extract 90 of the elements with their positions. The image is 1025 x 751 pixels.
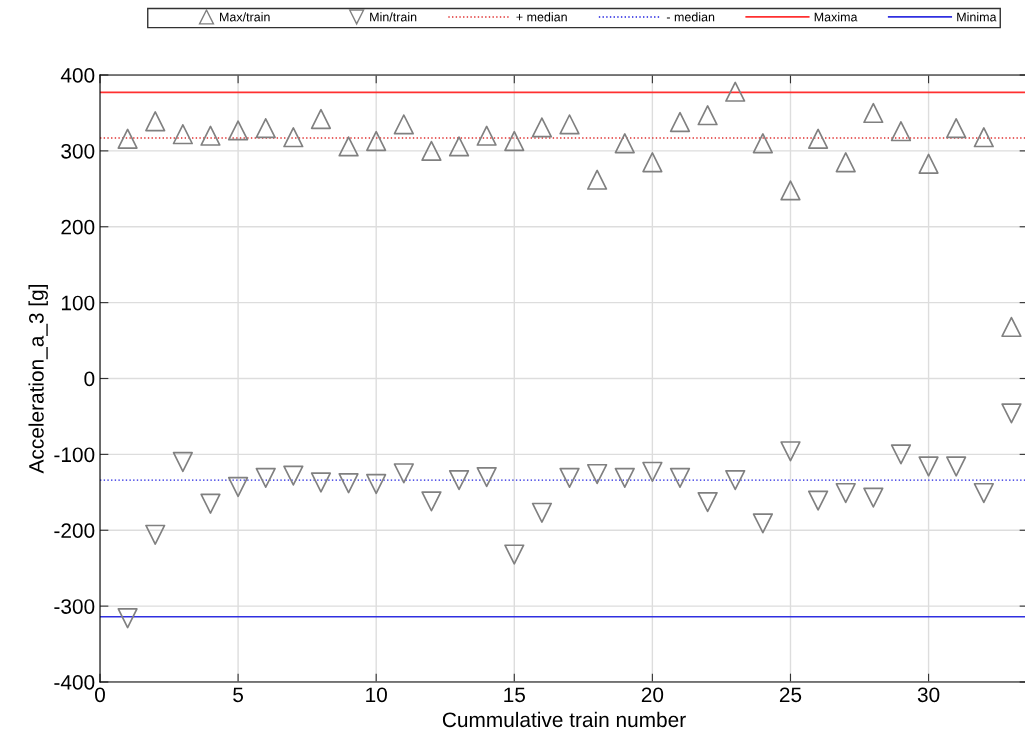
point (697, 492, 718, 513)
point (863, 102, 884, 124)
point (835, 482, 856, 504)
point (504, 544, 525, 565)
y-tick-label: -100 (54, 447, 95, 463)
y-tick-label: 200 (61, 219, 95, 235)
point (421, 491, 442, 512)
point (890, 120, 912, 142)
x-axis-title: Cummulative train number (442, 711, 686, 728)
point (421, 140, 442, 162)
legend-label: Max/train (220, 12, 270, 22)
point (310, 108, 332, 130)
point (697, 105, 718, 126)
point (890, 444, 912, 465)
y-tick-label: 400 (60, 68, 95, 83)
point (283, 127, 304, 148)
point (614, 133, 635, 154)
point (227, 476, 249, 498)
x-tick-label: 10 (366, 687, 387, 703)
point (1001, 403, 1022, 424)
point (642, 461, 663, 482)
point (946, 117, 967, 139)
y-tick-label: -300 (54, 599, 95, 614)
y-tick-label: -400 (54, 675, 95, 690)
point (918, 153, 939, 174)
point (476, 466, 497, 488)
x-tick-label: 15 (504, 687, 525, 703)
legend-label: Maxima (814, 12, 858, 22)
point (145, 111, 166, 132)
point (255, 467, 276, 489)
legend-label: - median (666, 12, 715, 22)
point (310, 472, 332, 493)
point (531, 502, 553, 523)
point (448, 470, 470, 491)
y-tick-label: 0 (84, 371, 95, 387)
point (393, 463, 414, 484)
point (642, 152, 663, 173)
point (586, 169, 608, 190)
y-axis-title: Acceleration_a_3 [g] (28, 285, 48, 474)
point (476, 125, 497, 146)
y-tick-label: 100 (61, 295, 95, 311)
x-tick-label: 25 (779, 687, 802, 703)
point (283, 465, 304, 486)
legend-label: + median (516, 12, 567, 22)
point (752, 513, 774, 534)
point (669, 467, 691, 489)
point (752, 133, 774, 154)
x-tick-label: 30 (917, 687, 940, 703)
point (807, 490, 829, 511)
point (559, 114, 580, 135)
x-tick-label: 20 (641, 687, 664, 703)
point (338, 136, 359, 157)
point (366, 130, 387, 152)
point (227, 120, 249, 141)
point (669, 111, 691, 133)
point (255, 117, 276, 139)
point (780, 180, 801, 201)
point (946, 456, 967, 477)
point (918, 456, 939, 477)
point (1001, 316, 1022, 338)
x-tick-label: 5 (233, 687, 244, 703)
point (973, 127, 994, 148)
x-tick-label: 0 (95, 687, 105, 703)
point (614, 467, 635, 489)
point (725, 81, 746, 102)
point (531, 117, 553, 138)
y-tick-label: 300 (61, 143, 95, 159)
point (504, 130, 525, 152)
legend-label: Min/train (370, 12, 417, 22)
point (448, 136, 470, 157)
point (780, 441, 801, 462)
point (973, 482, 994, 504)
point (835, 152, 856, 173)
point (559, 467, 580, 489)
point (145, 524, 166, 545)
point (586, 463, 608, 485)
legend-label: Minima (957, 12, 997, 22)
point (117, 608, 138, 629)
y-tick-label: -200 (54, 523, 95, 538)
point (807, 128, 829, 149)
point (338, 473, 359, 494)
point (200, 493, 221, 514)
point (366, 473, 387, 495)
point (725, 470, 746, 491)
point (393, 114, 414, 135)
point (117, 128, 138, 149)
point (863, 487, 884, 508)
point (200, 125, 221, 146)
point (172, 451, 194, 473)
point (172, 124, 194, 145)
